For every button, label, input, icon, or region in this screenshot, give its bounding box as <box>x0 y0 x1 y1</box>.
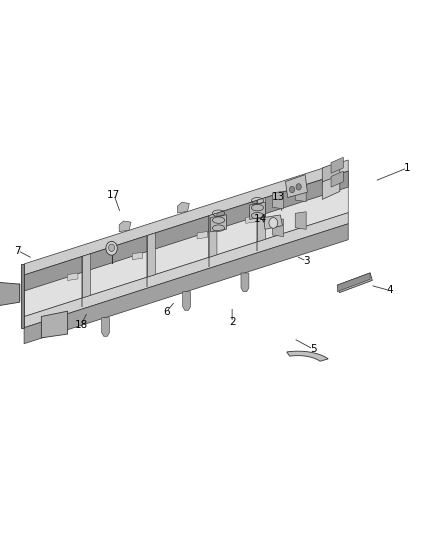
Polygon shape <box>132 252 143 260</box>
Polygon shape <box>0 282 20 305</box>
Polygon shape <box>24 213 348 328</box>
Polygon shape <box>331 157 343 173</box>
Polygon shape <box>250 203 265 220</box>
Polygon shape <box>24 224 348 344</box>
Polygon shape <box>264 215 283 229</box>
Polygon shape <box>21 264 24 328</box>
Polygon shape <box>24 171 348 317</box>
Text: 14: 14 <box>254 214 267 223</box>
Text: 6: 6 <box>163 307 170 317</box>
Text: 5: 5 <box>310 344 317 354</box>
Polygon shape <box>286 175 307 198</box>
Text: 7: 7 <box>14 246 21 255</box>
Polygon shape <box>272 219 283 237</box>
Polygon shape <box>272 191 283 209</box>
Text: 1: 1 <box>404 163 411 173</box>
Text: 3: 3 <box>303 256 310 266</box>
Polygon shape <box>4 284 20 303</box>
Circle shape <box>109 244 115 252</box>
Polygon shape <box>209 213 217 257</box>
Polygon shape <box>211 215 226 232</box>
Circle shape <box>290 187 295 193</box>
Polygon shape <box>197 231 208 239</box>
Polygon shape <box>295 184 306 201</box>
Polygon shape <box>258 198 265 242</box>
Text: 13: 13 <box>272 192 285 202</box>
Polygon shape <box>322 161 340 185</box>
Polygon shape <box>67 273 78 280</box>
Polygon shape <box>82 254 91 298</box>
Polygon shape <box>41 311 67 338</box>
Polygon shape <box>24 160 348 275</box>
Text: 18: 18 <box>74 320 88 330</box>
Polygon shape <box>322 175 340 199</box>
Circle shape <box>269 217 278 228</box>
Polygon shape <box>287 351 328 361</box>
Polygon shape <box>337 273 372 293</box>
Circle shape <box>296 184 301 190</box>
Polygon shape <box>24 171 348 291</box>
Text: 4: 4 <box>386 286 393 295</box>
Polygon shape <box>102 318 110 336</box>
Polygon shape <box>337 273 370 292</box>
Polygon shape <box>147 233 155 277</box>
Polygon shape <box>177 203 189 213</box>
Text: 17: 17 <box>107 190 120 199</box>
Polygon shape <box>246 216 256 223</box>
Polygon shape <box>241 273 249 292</box>
Polygon shape <box>119 221 131 232</box>
Polygon shape <box>295 212 306 229</box>
Polygon shape <box>331 171 343 187</box>
Text: 2: 2 <box>229 318 236 327</box>
Circle shape <box>106 241 117 255</box>
Polygon shape <box>183 292 191 310</box>
